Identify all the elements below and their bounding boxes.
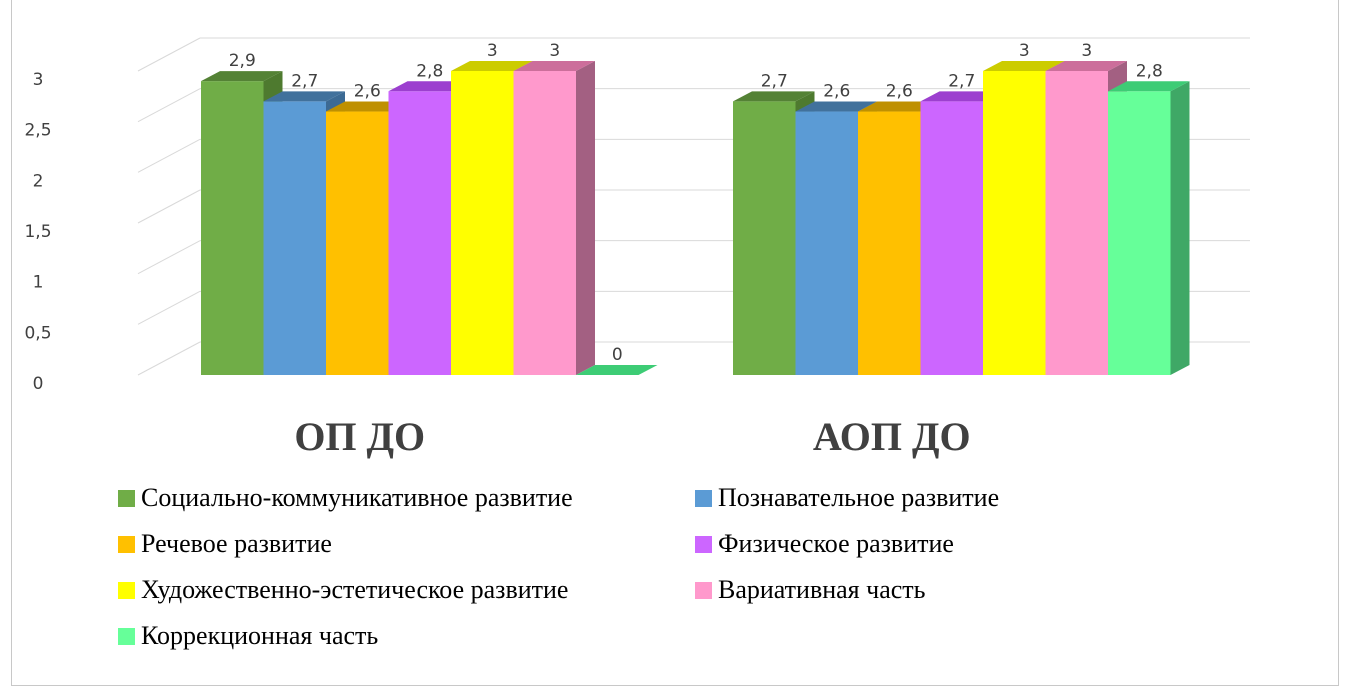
y-tick-label: 2 xyxy=(33,171,44,191)
category-label: АОП ДО xyxy=(813,414,971,459)
bar-top xyxy=(326,101,408,112)
bar-top xyxy=(576,365,658,375)
legend-label: Речевое развитие xyxy=(141,529,332,558)
gridline-side xyxy=(137,341,201,376)
bar-front xyxy=(263,101,326,376)
bar-top xyxy=(733,91,815,102)
legend-item: Коррекционная часть xyxy=(118,616,695,656)
legend-label: Художественно-эстетическое развитие xyxy=(141,575,569,604)
bar-front xyxy=(1045,71,1108,375)
bar-front xyxy=(513,71,576,375)
bar xyxy=(576,365,658,375)
bar xyxy=(513,61,595,375)
legend-swatch xyxy=(695,489,712,507)
bar-top xyxy=(1108,81,1190,92)
legend-item: Речевое развитие xyxy=(118,524,695,564)
legend-item: Вариативная часть xyxy=(695,570,1078,610)
data-label: 2,8 xyxy=(1136,61,1163,81)
bar-side xyxy=(576,61,595,375)
legend-label: Физическое развитие xyxy=(718,529,954,558)
data-label: 2,7 xyxy=(761,71,788,91)
y-tick-label: 1 xyxy=(33,273,44,293)
gridline-side xyxy=(137,88,201,123)
legend-swatch xyxy=(118,581,135,599)
data-label: 2,9 xyxy=(229,51,256,71)
data-label: 3 xyxy=(487,41,498,61)
bar-top xyxy=(983,61,1065,71)
bar-front xyxy=(326,111,389,376)
bar-front xyxy=(451,71,514,375)
bar-chart: 0 0,5 1 1,5 2 2,5 3 2,9 2,7 2,6 2,8 3 3 0 ОП ДО 2,7 2,6 2… xyxy=(24,37,1250,459)
bar-front xyxy=(388,91,451,376)
bar-front xyxy=(920,101,983,376)
bar-top xyxy=(451,61,533,71)
legend-item: Художественно-эстетическое развитие xyxy=(118,570,695,610)
legend-swatch xyxy=(695,535,712,553)
bar-top xyxy=(920,91,1002,102)
data-label: 2,7 xyxy=(948,71,975,91)
gridline-side xyxy=(137,138,201,173)
data-label: 0 xyxy=(612,345,623,365)
bar-front xyxy=(201,81,264,375)
bar-side xyxy=(1170,81,1190,376)
bar-top xyxy=(388,81,470,92)
y-tick-label: 1,5 xyxy=(24,222,51,242)
bar-top xyxy=(795,101,877,112)
legend-label: Вариативная часть xyxy=(718,575,926,604)
bar-front xyxy=(858,111,921,376)
data-label: 2,6 xyxy=(823,82,850,102)
bar-front xyxy=(983,71,1046,375)
bar-top xyxy=(858,101,940,112)
bar-top xyxy=(1045,61,1127,71)
data-label: 3 xyxy=(1019,41,1030,61)
data-label: 2,6 xyxy=(354,82,381,102)
y-tick-label: 0,5 xyxy=(24,323,51,343)
legend-swatch xyxy=(118,627,135,645)
bar-front xyxy=(795,111,858,376)
bar-top xyxy=(263,91,345,102)
bar xyxy=(920,91,1002,376)
legend-swatch xyxy=(118,489,135,507)
bar-top xyxy=(513,61,595,71)
legend-swatch xyxy=(118,535,135,553)
bar-front xyxy=(733,101,796,376)
y-tick-label: 0 xyxy=(33,374,44,394)
gridline-side xyxy=(137,240,201,275)
legend-label: Коррекционная часть xyxy=(141,621,379,650)
bar-top xyxy=(201,71,283,82)
legend-item: Физическое развитие xyxy=(695,524,1078,564)
data-label: 2,7 xyxy=(291,71,318,91)
gridline-side xyxy=(137,37,201,72)
y-tick-label: 3 xyxy=(33,70,44,90)
legend-item: Социально-коммуникативное развитие xyxy=(118,478,695,518)
bar-front xyxy=(1108,91,1171,376)
y-tick-label: 2,5 xyxy=(24,121,51,141)
bar xyxy=(1108,81,1190,376)
legend-label: Социально-коммуникативное развитие xyxy=(141,483,573,512)
data-label: 2,6 xyxy=(886,82,913,102)
bars xyxy=(201,61,1190,376)
legend-item: Познавательное развитие xyxy=(695,478,1078,518)
data-label: 3 xyxy=(1081,41,1092,61)
legend: Социально-коммуникативное развитие Познав… xyxy=(118,478,1078,656)
data-label: 3 xyxy=(549,41,560,61)
category-label: ОП ДО xyxy=(294,414,425,459)
legend-label: Познавательное развитие xyxy=(718,483,1000,512)
data-label: 2,8 xyxy=(416,61,443,81)
legend-swatch xyxy=(695,581,712,599)
gridline-side xyxy=(137,189,201,224)
gridline-side xyxy=(137,290,201,325)
